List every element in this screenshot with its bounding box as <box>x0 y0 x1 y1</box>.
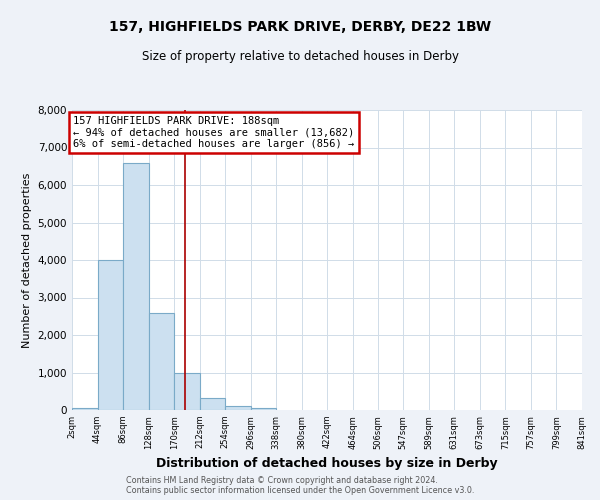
X-axis label: Distribution of detached houses by size in Derby: Distribution of detached houses by size … <box>156 457 498 470</box>
Bar <box>149 312 174 410</box>
Text: Size of property relative to detached houses in Derby: Size of property relative to detached ho… <box>142 50 458 63</box>
Bar <box>72 408 98 410</box>
Text: 157 HIGHFIELDS PARK DRIVE: 188sqm
← 94% of detached houses are smaller (13,682)
: 157 HIGHFIELDS PARK DRIVE: 188sqm ← 94% … <box>73 116 355 149</box>
Bar <box>174 374 200 410</box>
Text: 157, HIGHFIELDS PARK DRIVE, DERBY, DE22 1BW: 157, HIGHFIELDS PARK DRIVE, DERBY, DE22 … <box>109 20 491 34</box>
Text: Contains HM Land Registry data © Crown copyright and database right 2024.
Contai: Contains HM Land Registry data © Crown c… <box>126 476 474 495</box>
Bar <box>251 408 276 410</box>
Bar <box>98 260 123 410</box>
Bar <box>123 162 149 410</box>
Bar <box>200 398 225 410</box>
Bar <box>225 406 251 410</box>
Y-axis label: Number of detached properties: Number of detached properties <box>22 172 32 348</box>
